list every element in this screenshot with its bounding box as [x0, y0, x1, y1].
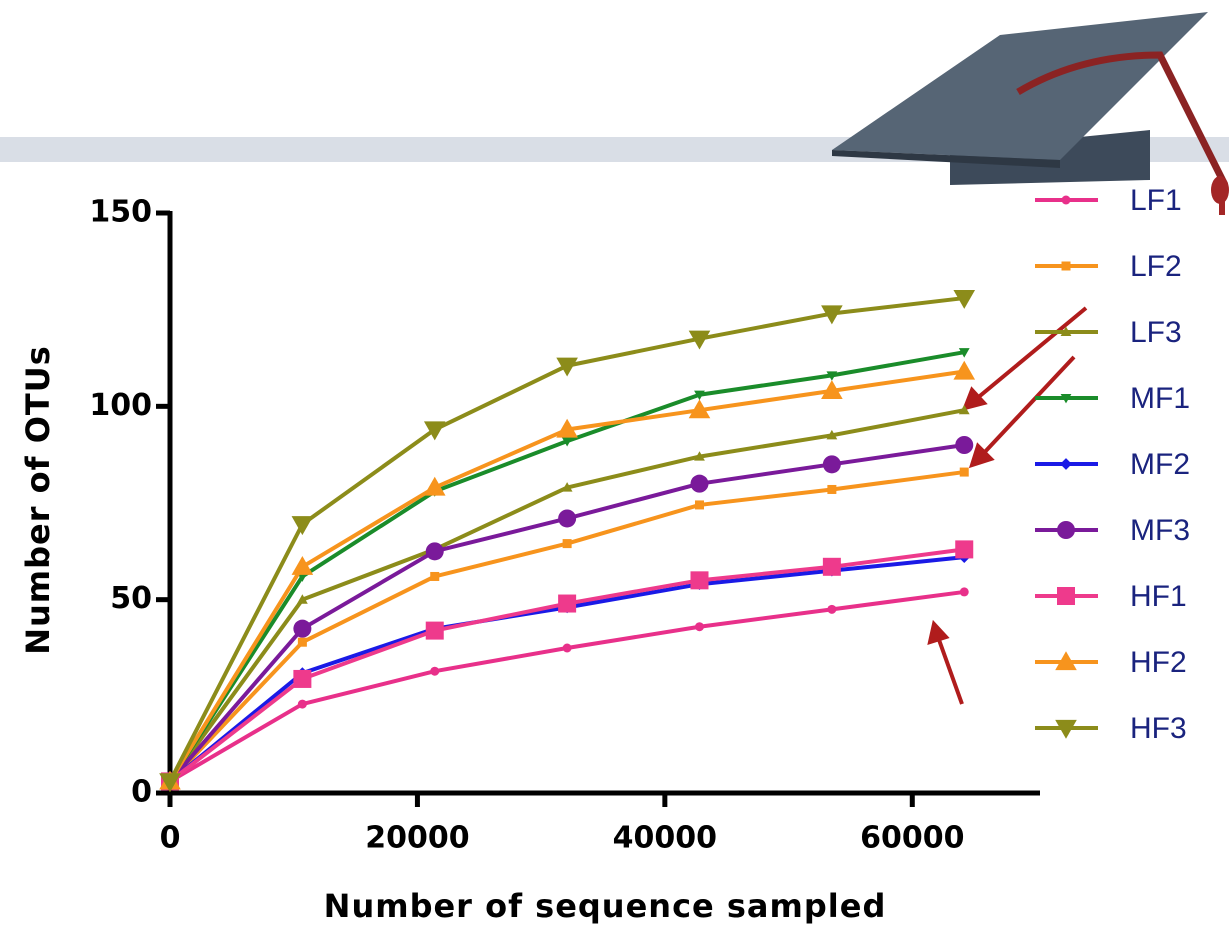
marker — [291, 516, 314, 536]
y-tick-label: 50 — [110, 581, 152, 616]
legend-label: LF2 — [1130, 250, 1182, 283]
marker — [423, 476, 446, 496]
marker — [562, 539, 572, 549]
marker — [822, 455, 841, 474]
marker — [293, 669, 312, 688]
marker — [827, 484, 837, 494]
legend-label: LF1 — [1130, 184, 1182, 217]
marker — [159, 773, 181, 793]
marker — [827, 604, 837, 614]
marker — [694, 622, 704, 632]
marker — [1057, 521, 1075, 539]
marker — [1061, 261, 1071, 271]
x-tick-label: 20000 — [365, 821, 469, 856]
marker — [821, 380, 843, 399]
marker — [826, 371, 838, 381]
graduation-cap — [832, 12, 1229, 215]
x-tick-label: 40000 — [613, 821, 717, 856]
marker — [959, 587, 969, 597]
marker — [293, 619, 312, 638]
legend-label: LF3 — [1130, 316, 1182, 349]
y-tick-label: 0 — [131, 775, 152, 810]
marker — [1060, 458, 1072, 470]
legend-label: HF2 — [1130, 646, 1187, 679]
y-axis-title: Number of OTUs — [19, 345, 57, 655]
marker — [558, 509, 577, 528]
marker — [558, 594, 577, 613]
marker — [556, 418, 578, 438]
x-tick-label: 0 — [160, 821, 181, 856]
legend-label: MF3 — [1130, 514, 1190, 547]
marker — [425, 542, 444, 561]
marker — [430, 666, 440, 676]
marker — [561, 482, 573, 492]
marker — [694, 451, 705, 461]
marker — [953, 289, 976, 309]
marker — [955, 436, 974, 454]
legend-label: MF1 — [1130, 382, 1190, 415]
marker — [425, 621, 444, 640]
marker — [688, 399, 711, 419]
annotation-arrows — [927, 306, 1088, 705]
marker — [297, 699, 307, 709]
marker — [826, 429, 838, 440]
x-axis-title: Number of sequence sampled — [324, 887, 887, 925]
legend-label: HF3 — [1130, 712, 1187, 745]
legend-label: MF2 — [1130, 448, 1190, 481]
marker — [297, 637, 307, 647]
marker — [690, 571, 709, 590]
marker — [688, 330, 711, 350]
marker — [423, 421, 446, 441]
series-line — [168, 547, 965, 783]
legend-label: HF1 — [1130, 580, 1187, 613]
marker — [953, 360, 976, 380]
marker — [430, 571, 440, 581]
marker — [958, 404, 970, 415]
marker — [1061, 195, 1071, 205]
y-tick-label: 100 — [89, 388, 152, 423]
marker — [1055, 719, 1077, 739]
marker — [1055, 651, 1077, 671]
marker — [822, 557, 841, 576]
marker — [694, 390, 705, 401]
x-tick-label: 60000 — [860, 821, 964, 856]
marker — [958, 348, 970, 358]
marker — [1057, 587, 1075, 605]
marker — [1060, 393, 1072, 404]
marker — [296, 594, 308, 604]
marker — [291, 556, 314, 575]
marker — [562, 643, 572, 653]
marker — [821, 305, 843, 325]
marker — [556, 357, 578, 377]
marker — [694, 500, 704, 510]
marker — [955, 540, 974, 559]
y-tick-label: 150 — [89, 195, 152, 230]
marker — [690, 474, 709, 493]
marker — [1060, 326, 1072, 337]
marker — [959, 467, 969, 477]
marker — [561, 437, 573, 447]
